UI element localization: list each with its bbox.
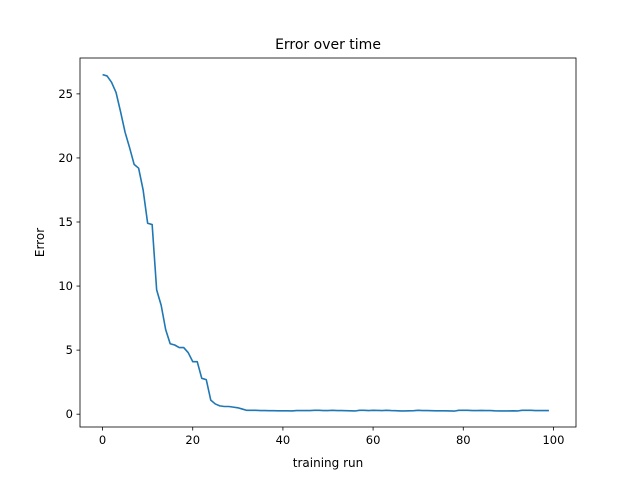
error-series-line — [102, 73, 549, 412]
y-tick-label: 5 — [66, 343, 73, 357]
y-tick-label: 20 — [58, 151, 73, 165]
chart-title: Error over time — [275, 37, 381, 53]
x-axis-label: training run — [293, 456, 363, 470]
x-tick-label: 80 — [456, 433, 471, 447]
x-tick-label: 60 — [366, 433, 381, 447]
y-tick-label: 0 — [66, 407, 73, 421]
y-tick-label: 25 — [58, 87, 73, 101]
axis-ticks: 0 20 40 60 80 100 0 5 10 15 20 25 — [58, 87, 564, 447]
y-tick-label: 15 — [58, 215, 73, 229]
x-tick-label: 40 — [276, 433, 291, 447]
y-tick-label: 10 — [58, 279, 73, 293]
x-tick-label: 20 — [185, 433, 200, 447]
x-tick-label: 0 — [99, 433, 106, 447]
plot-frame — [79, 57, 577, 428]
y-axis-label: Error — [33, 228, 47, 257]
x-tick-label: 100 — [542, 433, 564, 447]
